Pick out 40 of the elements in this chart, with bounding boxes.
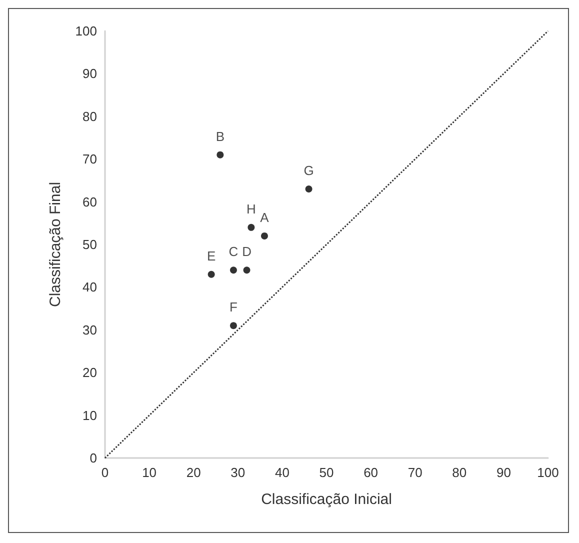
y-tick-label: 10	[82, 408, 97, 423]
y-tick-label: 50	[82, 237, 97, 252]
y-axis-title: Classificação Final	[47, 182, 64, 308]
x-axis-title: Classificação Inicial	[261, 491, 392, 508]
annotation: F	[229, 300, 238, 315]
x-tick-label: 0	[101, 465, 109, 480]
y-tick-label: 40	[82, 280, 97, 295]
x-tick-label: 100	[537, 465, 559, 480]
y-tick-label: 70	[82, 152, 97, 167]
annotation: C	[228, 244, 238, 260]
x-tick-label: 30	[230, 465, 246, 480]
x-tick-label: 70	[408, 465, 422, 480]
point	[230, 322, 237, 330]
x-tick-label: 10	[142, 465, 157, 480]
y-tick-label: 90	[82, 66, 97, 82]
annotation: E	[206, 248, 216, 264]
y-tick-label: 30	[82, 322, 97, 338]
annotation: D	[242, 244, 252, 260]
x-tick-label: 20	[186, 465, 201, 480]
x-tick-label: 90	[496, 465, 511, 480]
annotation: A	[260, 210, 270, 225]
point	[230, 266, 237, 274]
y-tick-label: 0	[90, 450, 97, 466]
point	[208, 270, 215, 278]
x-tick-label: 50	[319, 465, 334, 480]
x-tick-label: 40	[274, 465, 290, 480]
point	[248, 224, 255, 231]
point	[243, 266, 250, 274]
y-tick-label: 20	[82, 365, 97, 380]
annotation: G	[304, 162, 314, 178]
x-tick-label: 60	[364, 465, 378, 480]
annotation: H	[246, 201, 256, 216]
y-tick-label: 80	[82, 108, 97, 124]
point	[260, 232, 268, 240]
y-tick-label: 60	[82, 194, 97, 210]
point	[305, 185, 312, 192]
point	[216, 151, 224, 158]
x-tick-label: 80	[452, 465, 467, 480]
y-tick-label: 100	[75, 24, 97, 38]
annotation: B	[216, 128, 225, 144]
